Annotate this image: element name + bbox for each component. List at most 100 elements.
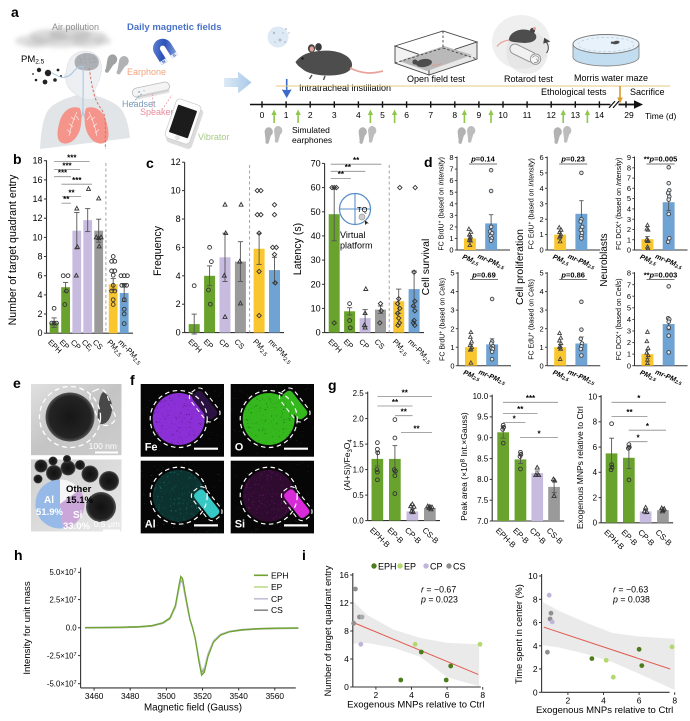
svg-text:p=0.69: p=0.69	[471, 270, 496, 279]
svg-text:8: 8	[672, 695, 677, 705]
svg-text:4: 4	[344, 654, 349, 664]
svg-text:Ethological tests: Ethological tests	[541, 87, 607, 97]
svg-text:1: 1	[449, 234, 453, 243]
svg-text:0: 0	[593, 519, 598, 528]
svg-text:Number of target quadrant entr: Number of target quadrant entry	[7, 174, 19, 325]
svg-text:6: 6	[637, 695, 642, 705]
svg-text:30: 30	[311, 255, 321, 265]
svg-text:5.0×107: 5.0×107	[49, 568, 76, 577]
svg-text:Latency (s): Latency (s)	[292, 223, 304, 275]
svg-text:9: 9	[477, 110, 482, 120]
svg-text:0: 0	[450, 361, 454, 370]
svg-text:12: 12	[171, 157, 181, 167]
svg-text:4: 4	[533, 641, 538, 651]
svg-text:3460: 3460	[85, 691, 104, 701]
svg-text:d: d	[424, 154, 433, 170]
svg-text:*: *	[637, 434, 641, 443]
svg-text:18: 18	[32, 156, 42, 166]
svg-text:29: 29	[624, 110, 634, 120]
svg-text:3520: 3520	[193, 691, 212, 701]
svg-text:6: 6	[627, 292, 631, 301]
svg-text:EP: EP	[404, 562, 416, 572]
svg-text:e: e	[13, 375, 21, 391]
svg-text:8.0: 8.0	[477, 475, 489, 484]
svg-text:i: i	[302, 547, 306, 563]
svg-text:p=0.14: p=0.14	[470, 155, 495, 164]
svg-text:TQ: TQ	[357, 205, 368, 214]
svg-text:0: 0	[37, 328, 42, 338]
svg-text:Air pollution: Air pollution	[52, 22, 99, 32]
svg-text:c: c	[146, 155, 154, 171]
svg-text:6: 6	[533, 618, 538, 628]
svg-text:5: 5	[450, 269, 454, 278]
svg-text:***: ***	[526, 394, 536, 403]
svg-text:r = −0.63: r = −0.63	[613, 585, 648, 595]
svg-text:FC DCX+ (based on Cells): FC DCX+ (based on Cells)	[615, 278, 623, 360]
svg-text:0: 0	[540, 361, 544, 370]
svg-text:EPH: EPH	[271, 570, 288, 580]
svg-text:5: 5	[627, 194, 631, 203]
svg-text:4: 4	[450, 287, 454, 296]
svg-text:Sacrifice: Sacrifice	[630, 87, 665, 97]
svg-text:platform: platform	[340, 241, 373, 251]
svg-text:60: 60	[311, 183, 321, 193]
svg-text:10: 10	[588, 392, 597, 401]
svg-text:**: **	[345, 163, 352, 172]
svg-text:g: g	[328, 377, 337, 393]
svg-text:Time spent in center (%): Time spent in center (%)	[514, 584, 524, 684]
svg-text:**: **	[626, 408, 633, 417]
svg-text:12: 12	[32, 213, 42, 223]
svg-text:8.5: 8.5	[477, 454, 489, 463]
svg-text:CS: CS	[453, 562, 466, 572]
svg-text:r = −0.67: r = −0.67	[421, 585, 456, 595]
svg-text:FC DCX+ (based on Intensity): FC DCX+ (based on Intensity)	[615, 158, 623, 250]
svg-text:33.0%: 33.0%	[63, 521, 90, 532]
svg-text:f: f	[130, 372, 135, 388]
svg-text:p=0.86: p=0.86	[560, 270, 585, 279]
svg-text:8: 8	[449, 153, 453, 162]
svg-text:6: 6	[627, 184, 631, 193]
svg-text:1: 1	[284, 110, 289, 120]
svg-text:Magnetic field (Gauss): Magnetic field (Gauss)	[144, 703, 242, 714]
svg-text:1: 1	[540, 343, 544, 352]
svg-text:4: 4	[540, 287, 544, 296]
svg-text:10: 10	[498, 110, 508, 120]
svg-text:10: 10	[32, 232, 42, 242]
svg-text:S: S	[172, 52, 177, 58]
svg-text:6: 6	[449, 176, 453, 185]
svg-text:Al: Al	[44, 495, 54, 506]
svg-text:4: 4	[540, 184, 544, 193]
svg-text:4: 4	[37, 290, 42, 300]
svg-text:Fe: Fe	[145, 442, 158, 454]
svg-text:earphones: earphones	[292, 135, 332, 145]
svg-text:Exogenous MNPs relative to Ctr: Exogenous MNPs relative to Ctrl	[347, 700, 484, 711]
svg-text:3: 3	[540, 306, 544, 315]
svg-text:**: **	[392, 398, 399, 407]
svg-text:9.0: 9.0	[477, 434, 489, 443]
svg-text:**: **	[402, 388, 409, 397]
svg-text:0: 0	[540, 246, 544, 255]
svg-text:CP: CP	[271, 594, 283, 604]
svg-text:11: 11	[523, 110, 532, 120]
svg-text:Number of target quadrant entr: Number of target quadrant entry	[323, 565, 333, 696]
svg-text:8: 8	[627, 269, 631, 278]
svg-text:4: 4	[356, 110, 361, 120]
svg-text:2: 2	[37, 309, 42, 319]
svg-text:Time (d): Time (d)	[645, 111, 676, 121]
svg-text:10: 10	[311, 303, 321, 313]
svg-text:0: 0	[316, 328, 321, 338]
svg-text:4: 4	[409, 690, 414, 700]
svg-text:Speaker: Speaker	[140, 107, 174, 117]
svg-text:**: **	[353, 156, 360, 165]
svg-text:7.5: 7.5	[477, 496, 489, 505]
svg-text:**: **	[63, 195, 70, 204]
svg-text:7: 7	[627, 174, 631, 183]
svg-text:2: 2	[593, 493, 598, 502]
svg-text:5: 5	[540, 269, 544, 278]
svg-text:CP: CP	[430, 562, 443, 572]
svg-text:50: 50	[311, 207, 321, 217]
svg-text:100 nm: 100 nm	[89, 441, 117, 451]
svg-text:-5.0×107: -5.0×107	[47, 680, 77, 689]
svg-text:9.5: 9.5	[477, 413, 489, 422]
svg-text:14: 14	[32, 194, 42, 204]
